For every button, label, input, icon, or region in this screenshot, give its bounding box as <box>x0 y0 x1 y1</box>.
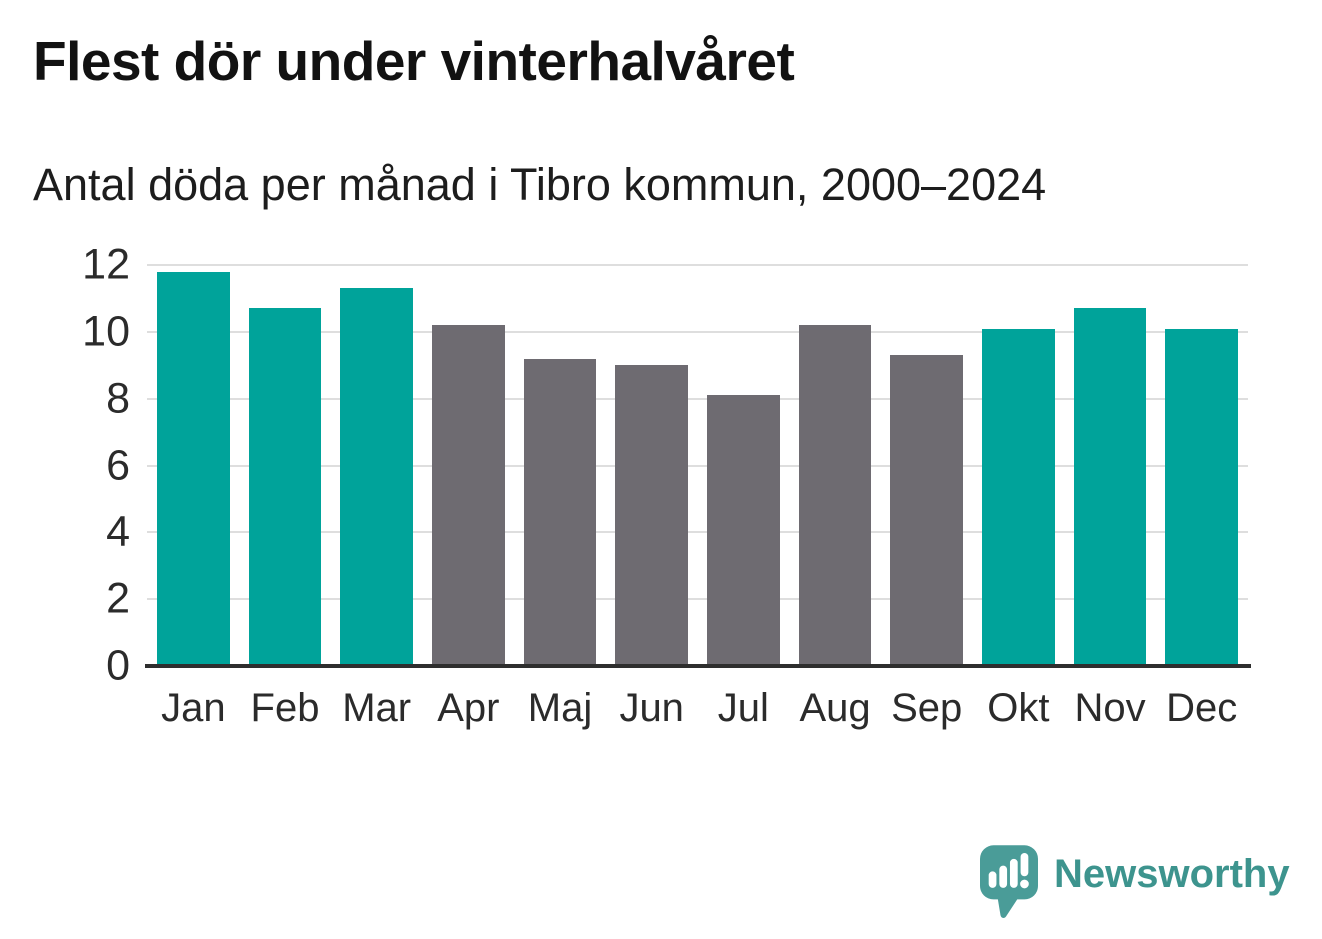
x-tick-label-okt: Okt <box>987 686 1050 730</box>
brand-name: Newsworthy <box>1054 852 1290 896</box>
x-tick-label-aug: Aug <box>799 686 871 730</box>
y-axis: 0 2 4 6 8 10 12 <box>18 243 130 687</box>
y-tick-label-4: 4 <box>106 507 130 556</box>
brand-footer: Newsworthy <box>980 845 1290 921</box>
gridline-8 <box>147 397 1248 400</box>
gridline-2 <box>147 598 1248 601</box>
gridline-12 <box>147 264 1248 266</box>
x-axis-line <box>145 664 1251 668</box>
x-tick-label-jun: Jun <box>619 686 684 730</box>
x-tick-label-dec: Dec <box>1166 686 1238 730</box>
bar-nov <box>1073 308 1147 666</box>
y-tick-label-6: 6 <box>106 441 130 489</box>
bar-jun <box>615 365 689 666</box>
chart-title: Flest dör under vinterhalvåret <box>33 30 795 92</box>
x-tick-label-jan: Jan <box>161 686 226 730</box>
logo-exclamation-bar <box>1020 853 1029 877</box>
x-tick-label-mar: Mar <box>342 686 412 730</box>
logo-exclamation-dot <box>1020 879 1029 889</box>
bar-sep <box>890 355 964 666</box>
logo-bar-small <box>988 871 997 888</box>
y-tick-label-10: 10 <box>82 307 130 356</box>
gridline-6 <box>147 464 1248 467</box>
bar-maj <box>523 358 597 666</box>
x-tick-label-jul: Jul <box>717 686 769 730</box>
plot-area <box>147 264 1248 666</box>
bar-aug <box>798 325 872 666</box>
x-tick-label-apr: Apr <box>437 686 500 730</box>
bar-apr <box>432 325 505 666</box>
bars-row <box>147 265 1248 666</box>
newsworthy-logo-icon <box>980 845 1038 919</box>
y-tick-label-0: 0 <box>106 641 130 690</box>
logo-bar-large <box>1009 858 1018 888</box>
bar-jul <box>707 395 780 666</box>
bar-mar <box>340 288 414 666</box>
bar-feb <box>248 308 322 666</box>
x-tick-label-sep: Sep <box>891 686 963 730</box>
bar-dec <box>1165 328 1239 666</box>
x-tick-label-nov: Nov <box>1074 686 1146 730</box>
y-tick-label-2: 2 <box>106 574 130 623</box>
bar-jan <box>157 271 230 666</box>
y-tick-label-12: 12 <box>82 240 130 289</box>
x-tick-label-maj: Maj <box>527 686 593 730</box>
logo-bar-medium <box>999 865 1008 888</box>
x-axis: Jan Feb Mar Apr Maj Jun Jul Aug Sep Okt Nov Dec <box>147 686 1248 730</box>
gridline-10 <box>147 330 1248 333</box>
x-tick-label-feb: Feb <box>250 686 320 730</box>
gridline-4 <box>147 531 1248 534</box>
chart-subtitle: Antal döda per månad i Tibro kommun, 200… <box>33 159 1047 210</box>
y-tick-label-8: 8 <box>106 374 130 423</box>
bar-okt <box>982 328 1055 666</box>
